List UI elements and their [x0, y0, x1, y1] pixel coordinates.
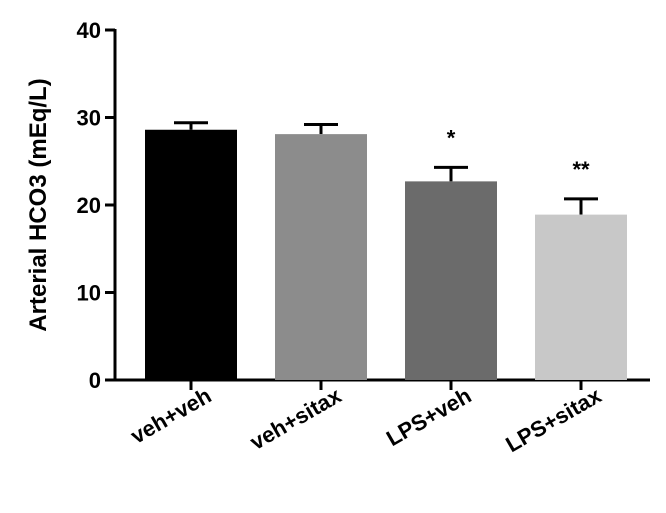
significance-label-3: * [447, 125, 456, 150]
x-tick-label-2: veh+sitax [246, 382, 347, 454]
y-tick-label-30: 30 [77, 106, 101, 131]
bar-2 [275, 134, 367, 380]
x-tick-label-3: LPS+veh [382, 383, 476, 451]
y-tick-label-0: 0 [89, 368, 101, 393]
y-tick-label-10: 10 [77, 281, 101, 306]
y-tick-label-40: 40 [77, 18, 101, 43]
y-tick-label-20: 20 [77, 193, 101, 218]
bar-1 [145, 129, 237, 380]
bar-3 [405, 181, 497, 380]
significance-label-4: ** [572, 157, 590, 182]
y-axis-label: Arterial HCO3 (mEq/L) [25, 78, 52, 331]
bar-4 [535, 214, 627, 380]
x-tick-label-4: LPS+sitax [501, 382, 606, 457]
plot-area: 0 10 20 30 40 veh+veh veh+sitax LPS+veh * LPS+sit… [77, 18, 650, 457]
x-tick-label-1: veh+veh [126, 383, 215, 449]
